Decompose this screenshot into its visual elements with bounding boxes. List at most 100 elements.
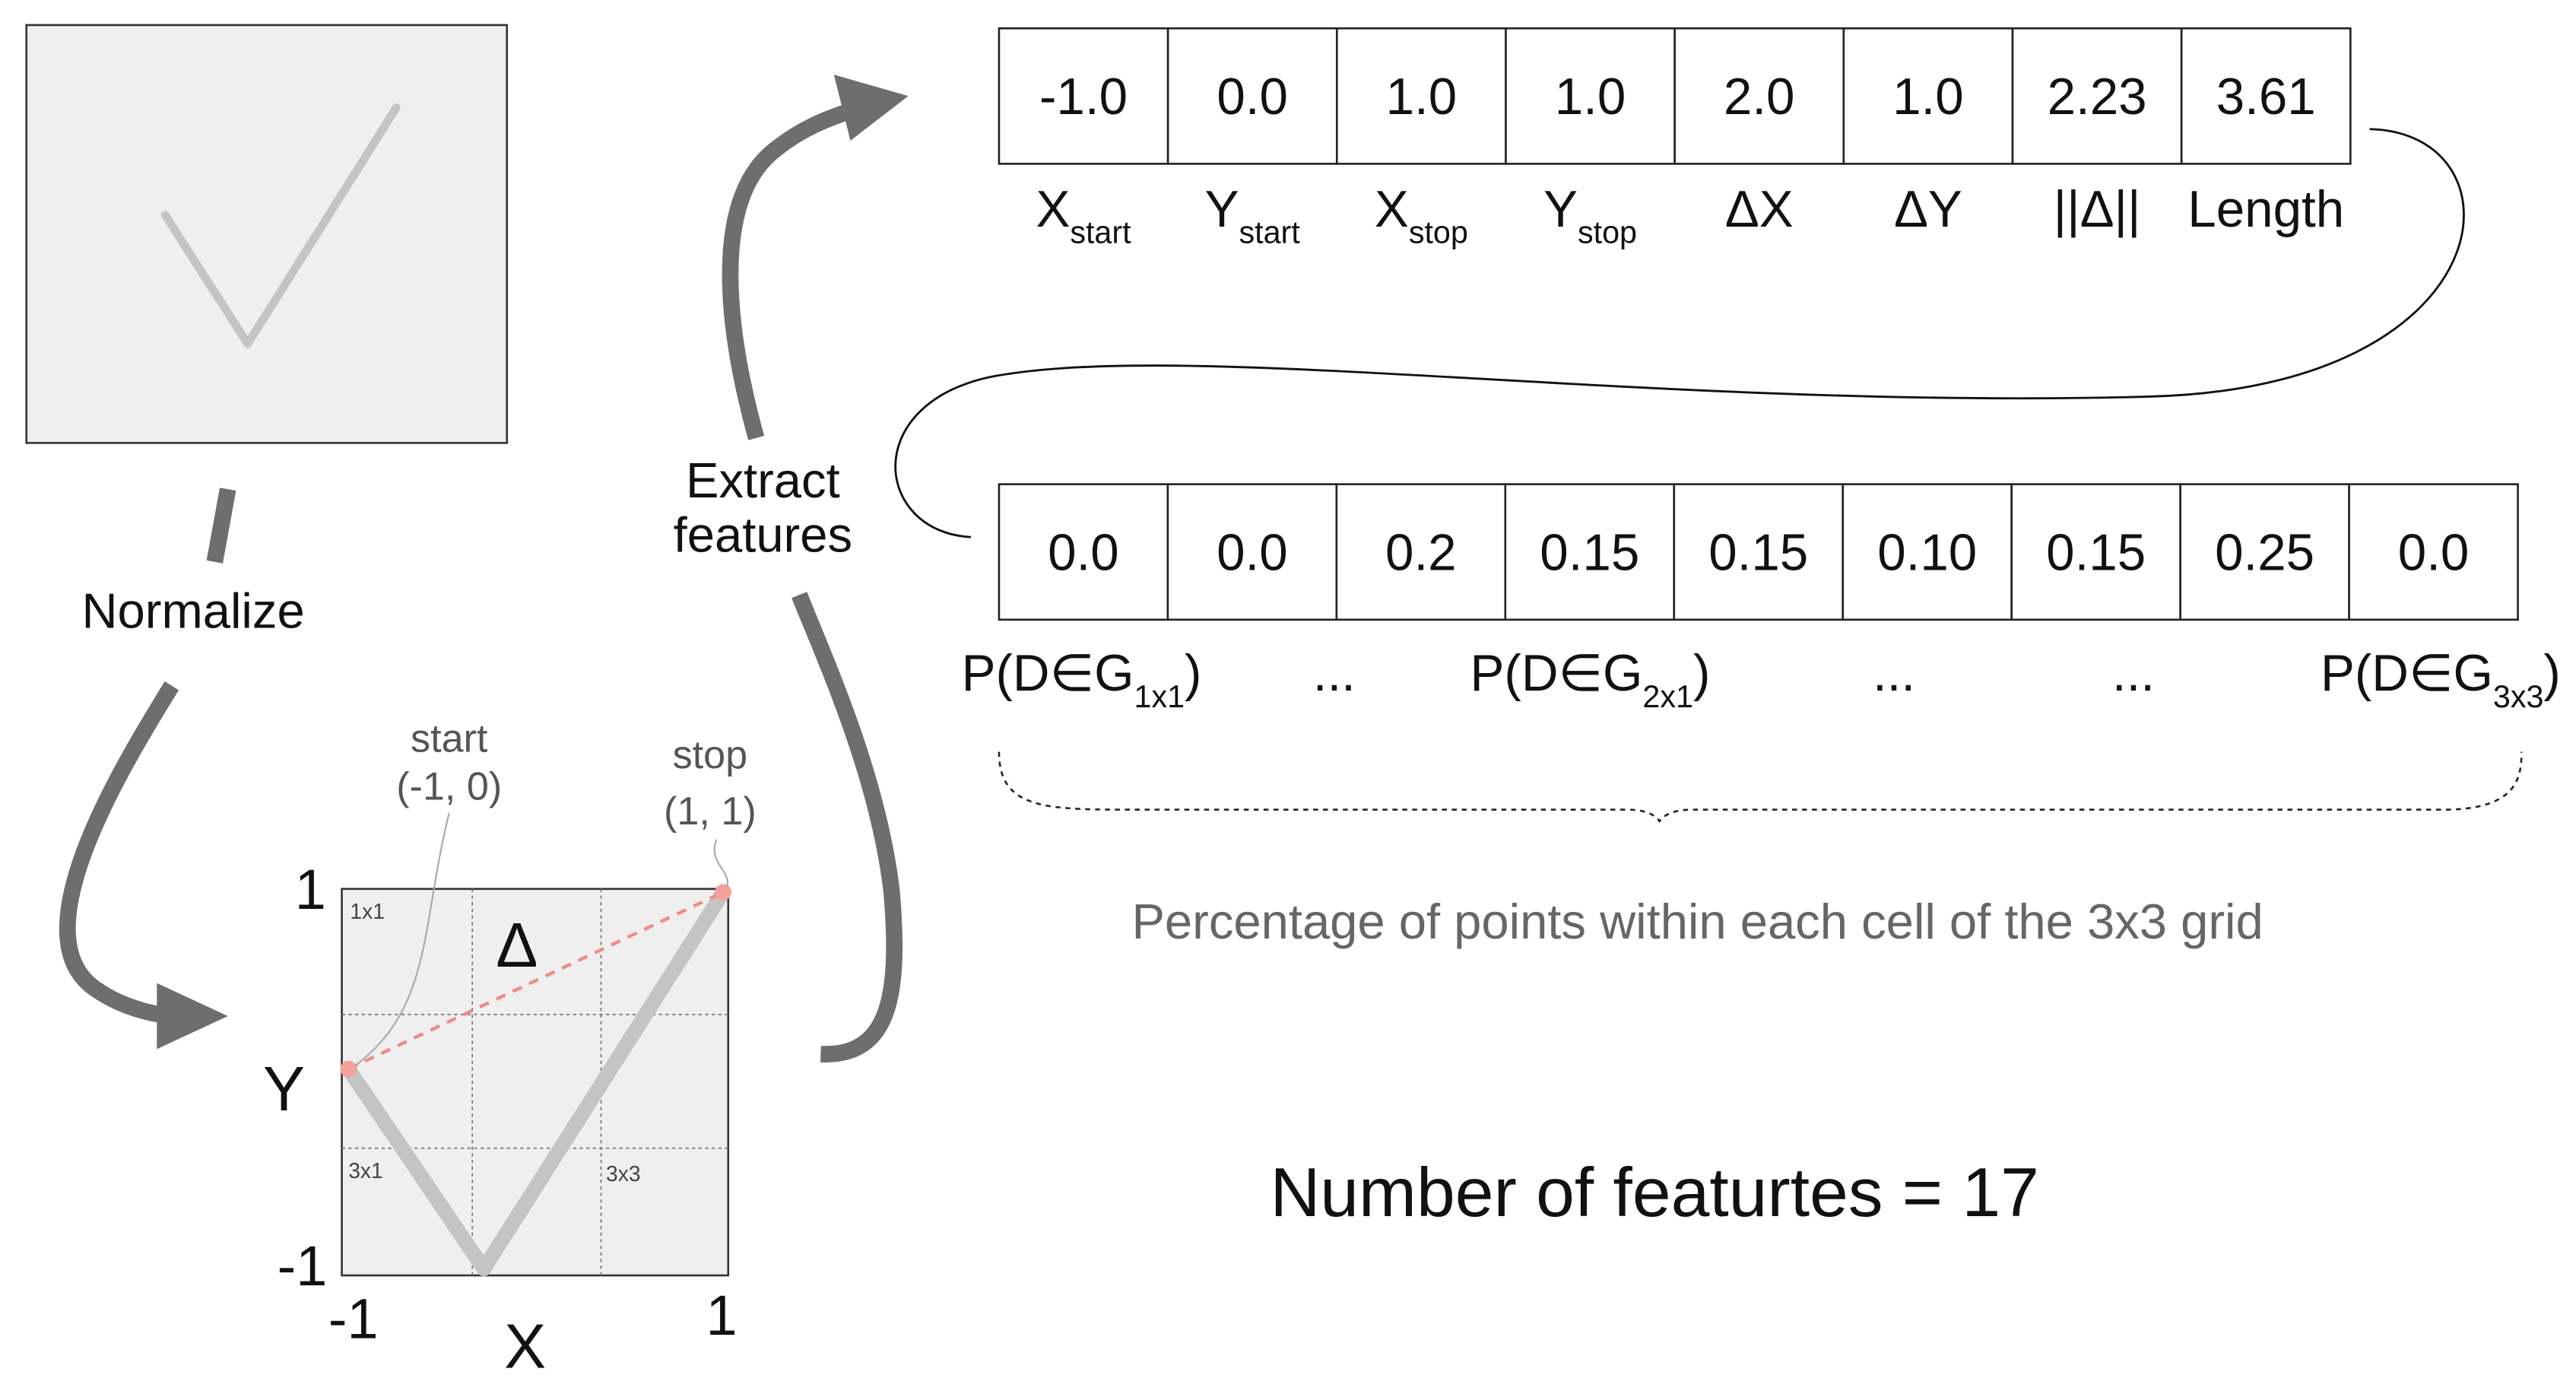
feature-label: Xstop: [1375, 181, 1468, 250]
feature-cell: [998, 483, 1169, 621]
x-max: 1: [706, 1284, 738, 1347]
normalize-label: Normalize: [81, 583, 304, 639]
feature-label: ΔY: [1894, 181, 1962, 238]
label-main: P(D∈G: [1470, 645, 1643, 702]
feature-cell: [1166, 483, 1338, 621]
x-min: -1: [328, 1288, 379, 1351]
label-end: ): [1693, 645, 1710, 702]
feature-value: 2.0: [1724, 68, 1795, 125]
feature-value: 0.2: [1385, 525, 1457, 582]
label-main: ΔY: [1894, 181, 1962, 238]
extract-label: features: [674, 507, 852, 563]
label-main: X: [1375, 181, 1409, 238]
feature-label: ΔX: [1725, 181, 1794, 238]
arrow-head: [157, 983, 228, 1050]
stop-point: [715, 884, 732, 900]
y-min: -1: [278, 1234, 328, 1297]
feature-cell: [1505, 27, 1676, 165]
feature-value: 0.10: [1877, 525, 1977, 582]
cell-label: 1x1: [350, 899, 385, 923]
feature-value: 0.0: [1048, 525, 1119, 582]
feature-value: -1.0: [1039, 68, 1128, 125]
label-sub: 3x3: [2493, 679, 2544, 714]
feature-label: Ystart: [1205, 181, 1301, 250]
brace-caption: Percentage of points within each cell of…: [1131, 894, 2263, 949]
y-label: Y: [263, 1054, 305, 1124]
feature-value: 0.25: [2215, 525, 2314, 582]
thumbnail: [25, 24, 509, 444]
label-main: Y: [1205, 181, 1239, 238]
total-features: Number of featurtes = 17: [1270, 1154, 2038, 1231]
thumbnail-stroke: [160, 103, 401, 348]
label-main: P(D∈G: [962, 645, 1134, 702]
feature-value: 0.15: [2046, 525, 2146, 582]
feature-value: 2.23: [2048, 68, 2147, 125]
label-main: X: [1036, 181, 1070, 238]
stop-label: stop: [673, 733, 747, 777]
feature-cell: [2011, 27, 2183, 165]
cell-label: 3x1: [348, 1158, 383, 1183]
feature-label: Length: [2187, 181, 2344, 238]
feature-cell: [1335, 483, 1507, 621]
label-sub: start: [1070, 215, 1131, 250]
feature-value: 3.61: [2216, 68, 2316, 125]
cell-label: 3x3: [606, 1161, 641, 1186]
label-sub: start: [1239, 215, 1301, 250]
feature-cell: [1842, 27, 2014, 165]
feature-cell: [1673, 483, 1845, 621]
feature-label: Ystop: [1543, 181, 1637, 250]
label-sub: 2x1: [1642, 679, 1693, 714]
label-end: ): [2543, 645, 2560, 702]
callout-line: [354, 812, 450, 1067]
label-main: P(D∈G: [2321, 645, 2493, 702]
feature-value: 0.0: [1217, 68, 1288, 125]
feature-cell: [2180, 27, 2352, 165]
delta-label: Δ: [496, 910, 538, 980]
connector: [894, 128, 2465, 538]
feature-cell: [1335, 27, 1507, 165]
start-point: [340, 1060, 357, 1078]
label-sub: 1x1: [1134, 679, 1185, 714]
brace: [998, 751, 2523, 823]
label-main: ...: [1873, 645, 1915, 702]
feature-label: ...: [1313, 645, 1356, 702]
feature-value: 0.0: [2398, 525, 2470, 582]
start-coord: (-1, 0): [396, 764, 502, 808]
feature-cell: [1504, 483, 1676, 621]
label-sub: stop: [1409, 215, 1468, 250]
plot-area: [341, 888, 730, 1277]
label-sub: stop: [1578, 215, 1637, 250]
feature-value: 0.15: [1708, 525, 1808, 582]
label-main: ||Δ||: [2054, 181, 2141, 238]
label-main: ...: [1313, 645, 1356, 702]
callout-line: [713, 839, 729, 888]
y-max: 1: [295, 858, 326, 921]
feature-label: P(D∈G1x1): [962, 645, 1202, 714]
label-main: ...: [2112, 645, 2155, 702]
feature-cell: [2179, 483, 2350, 621]
label-main: Length: [2187, 181, 2344, 238]
extract-label: Extract: [686, 453, 840, 508]
feature-label: ...: [2112, 645, 2155, 702]
label-end: ): [1185, 645, 1201, 702]
feature-value: 1.0: [1892, 68, 1964, 125]
stop-coord: (1, 1): [664, 789, 757, 834]
feature-label: Xstart: [1036, 181, 1131, 250]
feature-value: 0.0: [1217, 525, 1288, 582]
delta-line: [347, 891, 725, 1071]
label-main: ΔX: [1725, 181, 1794, 238]
feature-cell: [1673, 27, 1845, 165]
feature-value: 1.0: [1386, 68, 1458, 125]
feature-label: ||Δ||: [2054, 181, 2141, 238]
feature-label: P(D∈G3x3): [2321, 645, 2561, 714]
x-label: X: [504, 1312, 546, 1382]
normalized-stroke: [341, 885, 731, 1277]
label-main: Y: [1543, 181, 1578, 238]
feature-cell: [2348, 483, 2519, 621]
arrow-head: [833, 75, 909, 141]
feature-label: P(D∈G2x1): [1470, 645, 1711, 714]
normalize-arrow: [59, 488, 236, 1024]
